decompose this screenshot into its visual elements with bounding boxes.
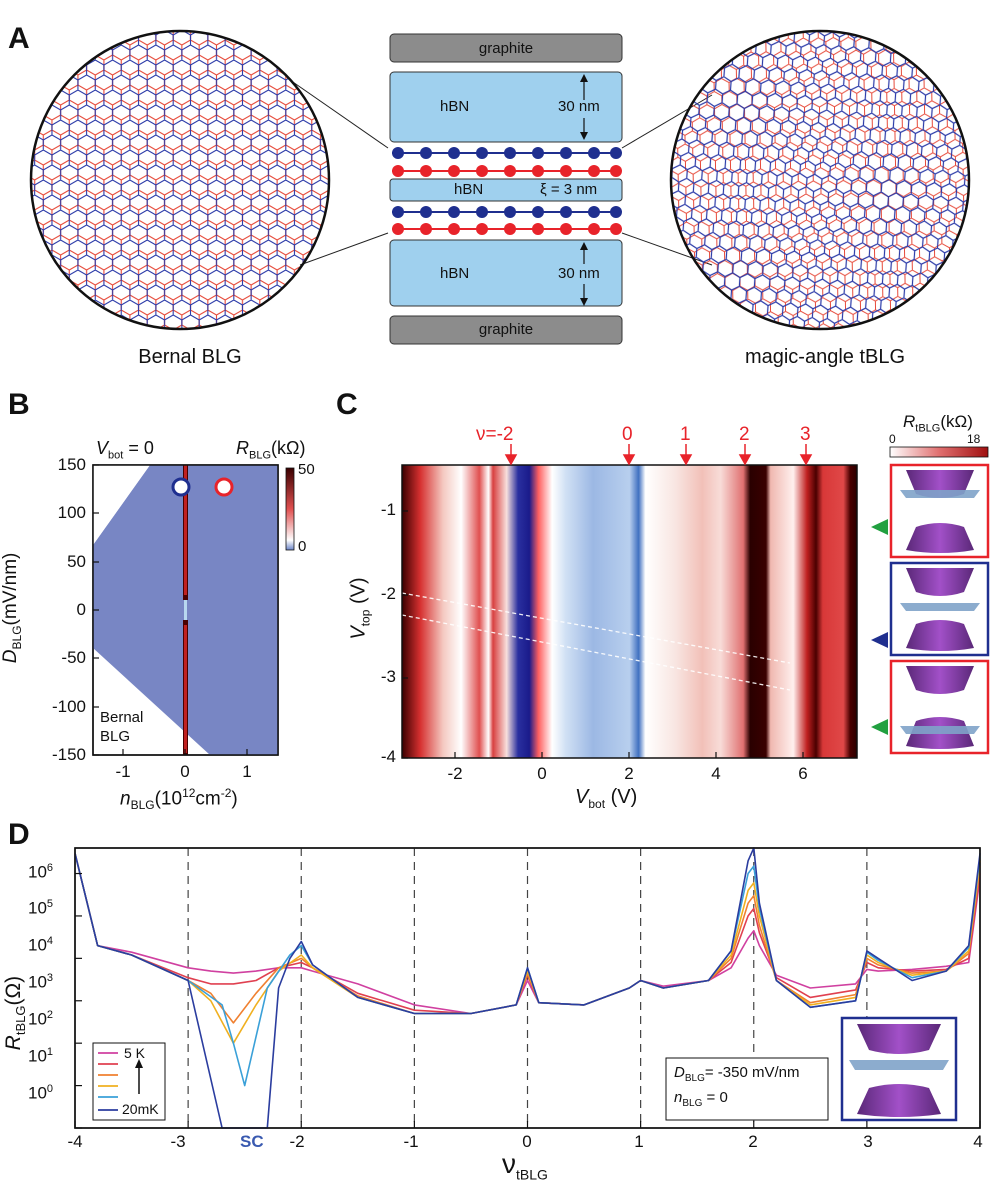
d-xtick: 4 [973, 1132, 983, 1151]
c-xtick: 0 [537, 764, 547, 783]
c-filling-label: ν=-2 [476, 424, 514, 445]
b-xtick: 1 [242, 762, 252, 781]
b-inset-label-1: Bernal [100, 709, 144, 726]
c-ytick: -3 [380, 667, 396, 686]
d-xtick: 0 [522, 1132, 532, 1151]
d-ytick: 105 [28, 898, 54, 918]
panel-c-plot [401, 444, 990, 759]
panel-b-label: B [8, 388, 30, 421]
dblg-annotation: DBLG= -350 mV/nm [674, 1064, 800, 1084]
b-ytick: 50 [67, 552, 86, 571]
b-xtick: -1 [115, 762, 131, 781]
c-ytick: -1 [380, 500, 396, 519]
rtblg-colorbar [889, 446, 989, 458]
b-xlabel: nBLG(1012cm-2) [120, 786, 238, 813]
d-xtick: -2 [289, 1132, 305, 1151]
d-ytick: 106 [28, 862, 54, 882]
mid-hbn-layer [389, 178, 623, 202]
blue-arrow [871, 632, 888, 648]
bottom-hbn-text: hBN [440, 265, 470, 282]
bernal-lattice-circle [29, 29, 331, 331]
panel-d-label: D [8, 818, 30, 851]
d-ytick: 104 [28, 935, 54, 955]
c-cb-min: 0 [889, 432, 896, 446]
atom-row-1 [392, 147, 622, 159]
d-xtick: -4 [67, 1132, 83, 1151]
green-arrow-2 [871, 719, 888, 735]
c-filling-label: 0 [622, 424, 633, 445]
b-ylabel: DBLG(mV/nm) [0, 552, 24, 664]
panel-a-label: A [8, 22, 30, 55]
d-ylabel: RtBLG(Ω) [1, 975, 29, 1051]
b-xtick: 0 [180, 762, 190, 781]
c-xlabel: Vbot (V) [575, 786, 638, 811]
c-filling-label: 2 [739, 424, 750, 445]
bottom-graphite-layer [389, 315, 623, 345]
rblg-colorbar [285, 467, 295, 551]
c-ytick: -4 [380, 747, 396, 766]
d-ytick: 100 [28, 1083, 54, 1103]
b-ytick: -100 [51, 697, 86, 716]
bottom-hbn-layer [389, 239, 623, 307]
top-hbn-text: hBN [440, 98, 470, 115]
d-xtick: -1 [403, 1132, 419, 1151]
b-ytick: 100 [57, 503, 86, 522]
legend-top-text: 5 K [124, 1045, 146, 1061]
atom-row-3 [392, 206, 622, 218]
c-ylabel: Vtop (V) [347, 577, 373, 640]
c-xtick: 2 [624, 764, 634, 783]
c-filling-label: 1 [680, 424, 691, 445]
panel-c-label: C [336, 388, 358, 421]
d-ytick: 103 [28, 972, 54, 992]
bernal-caption: Bernal BLG [138, 346, 242, 368]
panel-a-graphic [29, 29, 971, 345]
d-xtick: 2 [748, 1132, 758, 1151]
atom-row-4 [392, 223, 622, 235]
top-thickness-text: 30 nm [558, 98, 600, 115]
d-xtick: 3 [863, 1132, 873, 1151]
tblg-map [402, 465, 857, 758]
top-graphite-text: graphite [478, 40, 534, 57]
d-ytick: 101 [28, 1046, 54, 1066]
mid-hbn-text: hBN [454, 181, 484, 198]
tblg-lattice-circle [669, 29, 971, 331]
b-ytick: -150 [51, 745, 86, 764]
b-ytick: -50 [61, 648, 86, 667]
panel-d-plot [74, 847, 981, 1129]
bottom-graphite-text: graphite [478, 321, 534, 338]
b-ytick: 0 [76, 600, 86, 619]
b-colorbar-title: RBLG(kΩ) [236, 438, 306, 462]
b-vbot-label: Vbot = 0 [96, 438, 154, 462]
blue-marker [171, 477, 191, 497]
b-cb-min: 0 [298, 538, 307, 555]
c-xtick: 4 [711, 764, 721, 783]
dblg-annotation-box [665, 1057, 829, 1121]
c-ytick: -2 [380, 584, 396, 603]
red-marker [214, 477, 234, 497]
sc-label: SC [240, 1132, 264, 1151]
c-xtick: 6 [798, 764, 808, 783]
c-cb-max: 18 [967, 432, 981, 446]
panel-b-plot [92, 464, 295, 756]
d-xlabel: νtBLG [502, 1148, 548, 1183]
b-ytick: 150 [57, 455, 86, 474]
c-colorbar-title: RtBLG(kΩ) [903, 412, 973, 435]
nblg-annotation: nBLG = 0 [674, 1089, 728, 1109]
xi-text: ξ = 3 nm [540, 181, 598, 198]
d-xtick: -3 [170, 1132, 186, 1151]
green-arrow-1 [871, 519, 888, 535]
temperature-legend [92, 1042, 166, 1121]
b-inset-label-2: BLG [100, 728, 131, 745]
bottom-thickness-text: 30 nm [558, 265, 600, 282]
c-filling-label: 3 [800, 424, 811, 445]
atom-row-2 [392, 165, 622, 177]
d-xtick: 1 [634, 1132, 644, 1151]
b-cb-max: 50 [298, 461, 315, 478]
top-graphite-layer [389, 33, 623, 63]
tblg-caption: magic-angle tBLG [744, 346, 906, 368]
d-ytick: 102 [28, 1009, 54, 1029]
c-xtick: -2 [447, 764, 463, 783]
top-hbn-layer [389, 71, 623, 143]
legend-bottom-text: 20mK [122, 1101, 159, 1117]
